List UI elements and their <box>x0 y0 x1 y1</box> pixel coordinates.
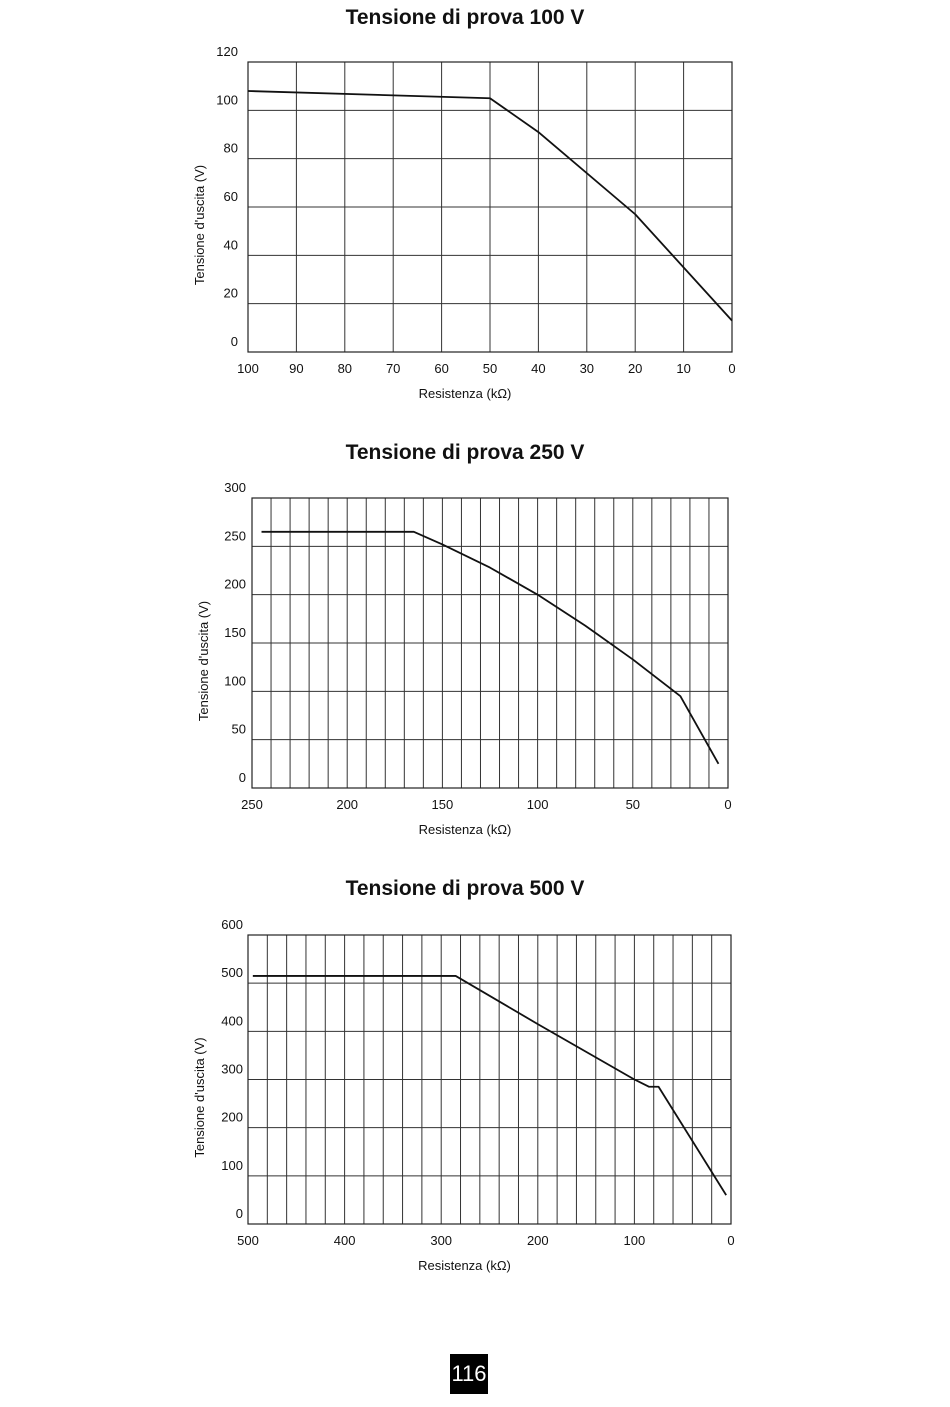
x-tick-label: 10 <box>676 361 690 376</box>
x-tick-label: 200 <box>336 797 358 812</box>
x-tick-label: 50 <box>626 797 640 812</box>
x-tick-label: 300 <box>430 1233 452 1248</box>
x-tick-label: 20 <box>628 361 642 376</box>
y-tick-label: 250 <box>224 528 246 543</box>
y-tick-label: 400 <box>221 1013 243 1028</box>
y-tick-label: 0 <box>236 1206 243 1221</box>
y-tick-label: 40 <box>224 237 238 252</box>
y-tick-label: 600 <box>221 917 243 932</box>
y-axis-label: Tensione d'uscita (V) <box>196 601 211 721</box>
chart-250v-plot: 0 50 100 150 200 250 300 250 200 150 100 50 0 Resiste… <box>196 480 732 837</box>
x-axis-label: Resistenza (kΩ) <box>419 386 512 401</box>
x-axis-label: Resistenza (kΩ) <box>419 822 512 837</box>
x-tick-label: 0 <box>724 797 731 812</box>
y-tick-label: 0 <box>231 334 238 349</box>
series-line <box>261 530 720 765</box>
x-tick-label: 80 <box>338 361 352 376</box>
y-tick-label: 300 <box>224 480 246 495</box>
x-tick-label: 400 <box>334 1233 356 1248</box>
plot-frame <box>247 934 732 1225</box>
y-tick-label: 300 <box>221 1062 243 1077</box>
x-tick-label: 150 <box>432 797 454 812</box>
x-tick-label: 100 <box>527 797 549 812</box>
x-tick-label: 100 <box>237 361 259 376</box>
y-tick-label: 100 <box>224 673 246 688</box>
chart-title: Tensione di prova 500 V <box>345 877 585 900</box>
series-line <box>247 90 733 322</box>
chart-500v: Tensione di prova 500 V 0 100 200 300 400 500… <box>192 877 735 1273</box>
series-line <box>252 975 727 1196</box>
chart-500v-plot: 0 100 200 300 400 500 600 500 400 300 200 100 0 Resis… <box>192 917 735 1273</box>
x-tick-label: 40 <box>531 361 545 376</box>
plot-frame <box>247 61 733 353</box>
y-tick-label: 100 <box>216 92 238 107</box>
x-tick-label: 0 <box>727 1233 734 1248</box>
x-tick-label: 0 <box>728 361 735 376</box>
chart-title: Tensione di prova 250 V <box>345 441 585 464</box>
y-tick-label: 100 <box>221 1158 243 1173</box>
y-tick-label: 60 <box>224 189 238 204</box>
chart-100v: Tensione di prova 100 V 0 20 40 60 80 100 120 1… <box>0 0 950 420</box>
x-tick-label: 50 <box>483 361 497 376</box>
x-tick-label: 60 <box>434 361 448 376</box>
plot-frame <box>251 497 729 789</box>
chart-250v: Tensione di prova 250 V 0 50 100 150 200 250 3… <box>196 441 732 837</box>
x-tick-label: 70 <box>386 361 400 376</box>
y-tick-label: 80 <box>224 141 238 156</box>
x-tick-label: 250 <box>241 797 263 812</box>
y-tick-label: 120 <box>216 44 238 59</box>
y-tick-label: 200 <box>221 1110 243 1125</box>
x-axis-label: Resistenza (kΩ) <box>418 1258 511 1273</box>
y-tick-label: 50 <box>232 722 246 737</box>
chart-title: Tensione di prova 100 V <box>345 6 585 29</box>
y-tick-label: 500 <box>221 965 243 980</box>
page-number: 116 <box>450 1354 488 1394</box>
y-tick-label: 150 <box>224 625 246 640</box>
y-tick-label: 0 <box>239 770 246 785</box>
y-tick-label: 20 <box>224 286 238 301</box>
x-tick-label: 500 <box>237 1233 259 1248</box>
x-tick-label: 90 <box>289 361 303 376</box>
y-axis-label: Tensione d'uscita (V) <box>192 1037 207 1157</box>
y-tick-label: 200 <box>224 577 246 592</box>
x-tick-label: 200 <box>527 1233 549 1248</box>
y-axis-label: Tensione d'uscita (V) <box>192 165 207 285</box>
x-tick-label: 100 <box>624 1233 646 1248</box>
x-tick-label: 30 <box>580 361 594 376</box>
